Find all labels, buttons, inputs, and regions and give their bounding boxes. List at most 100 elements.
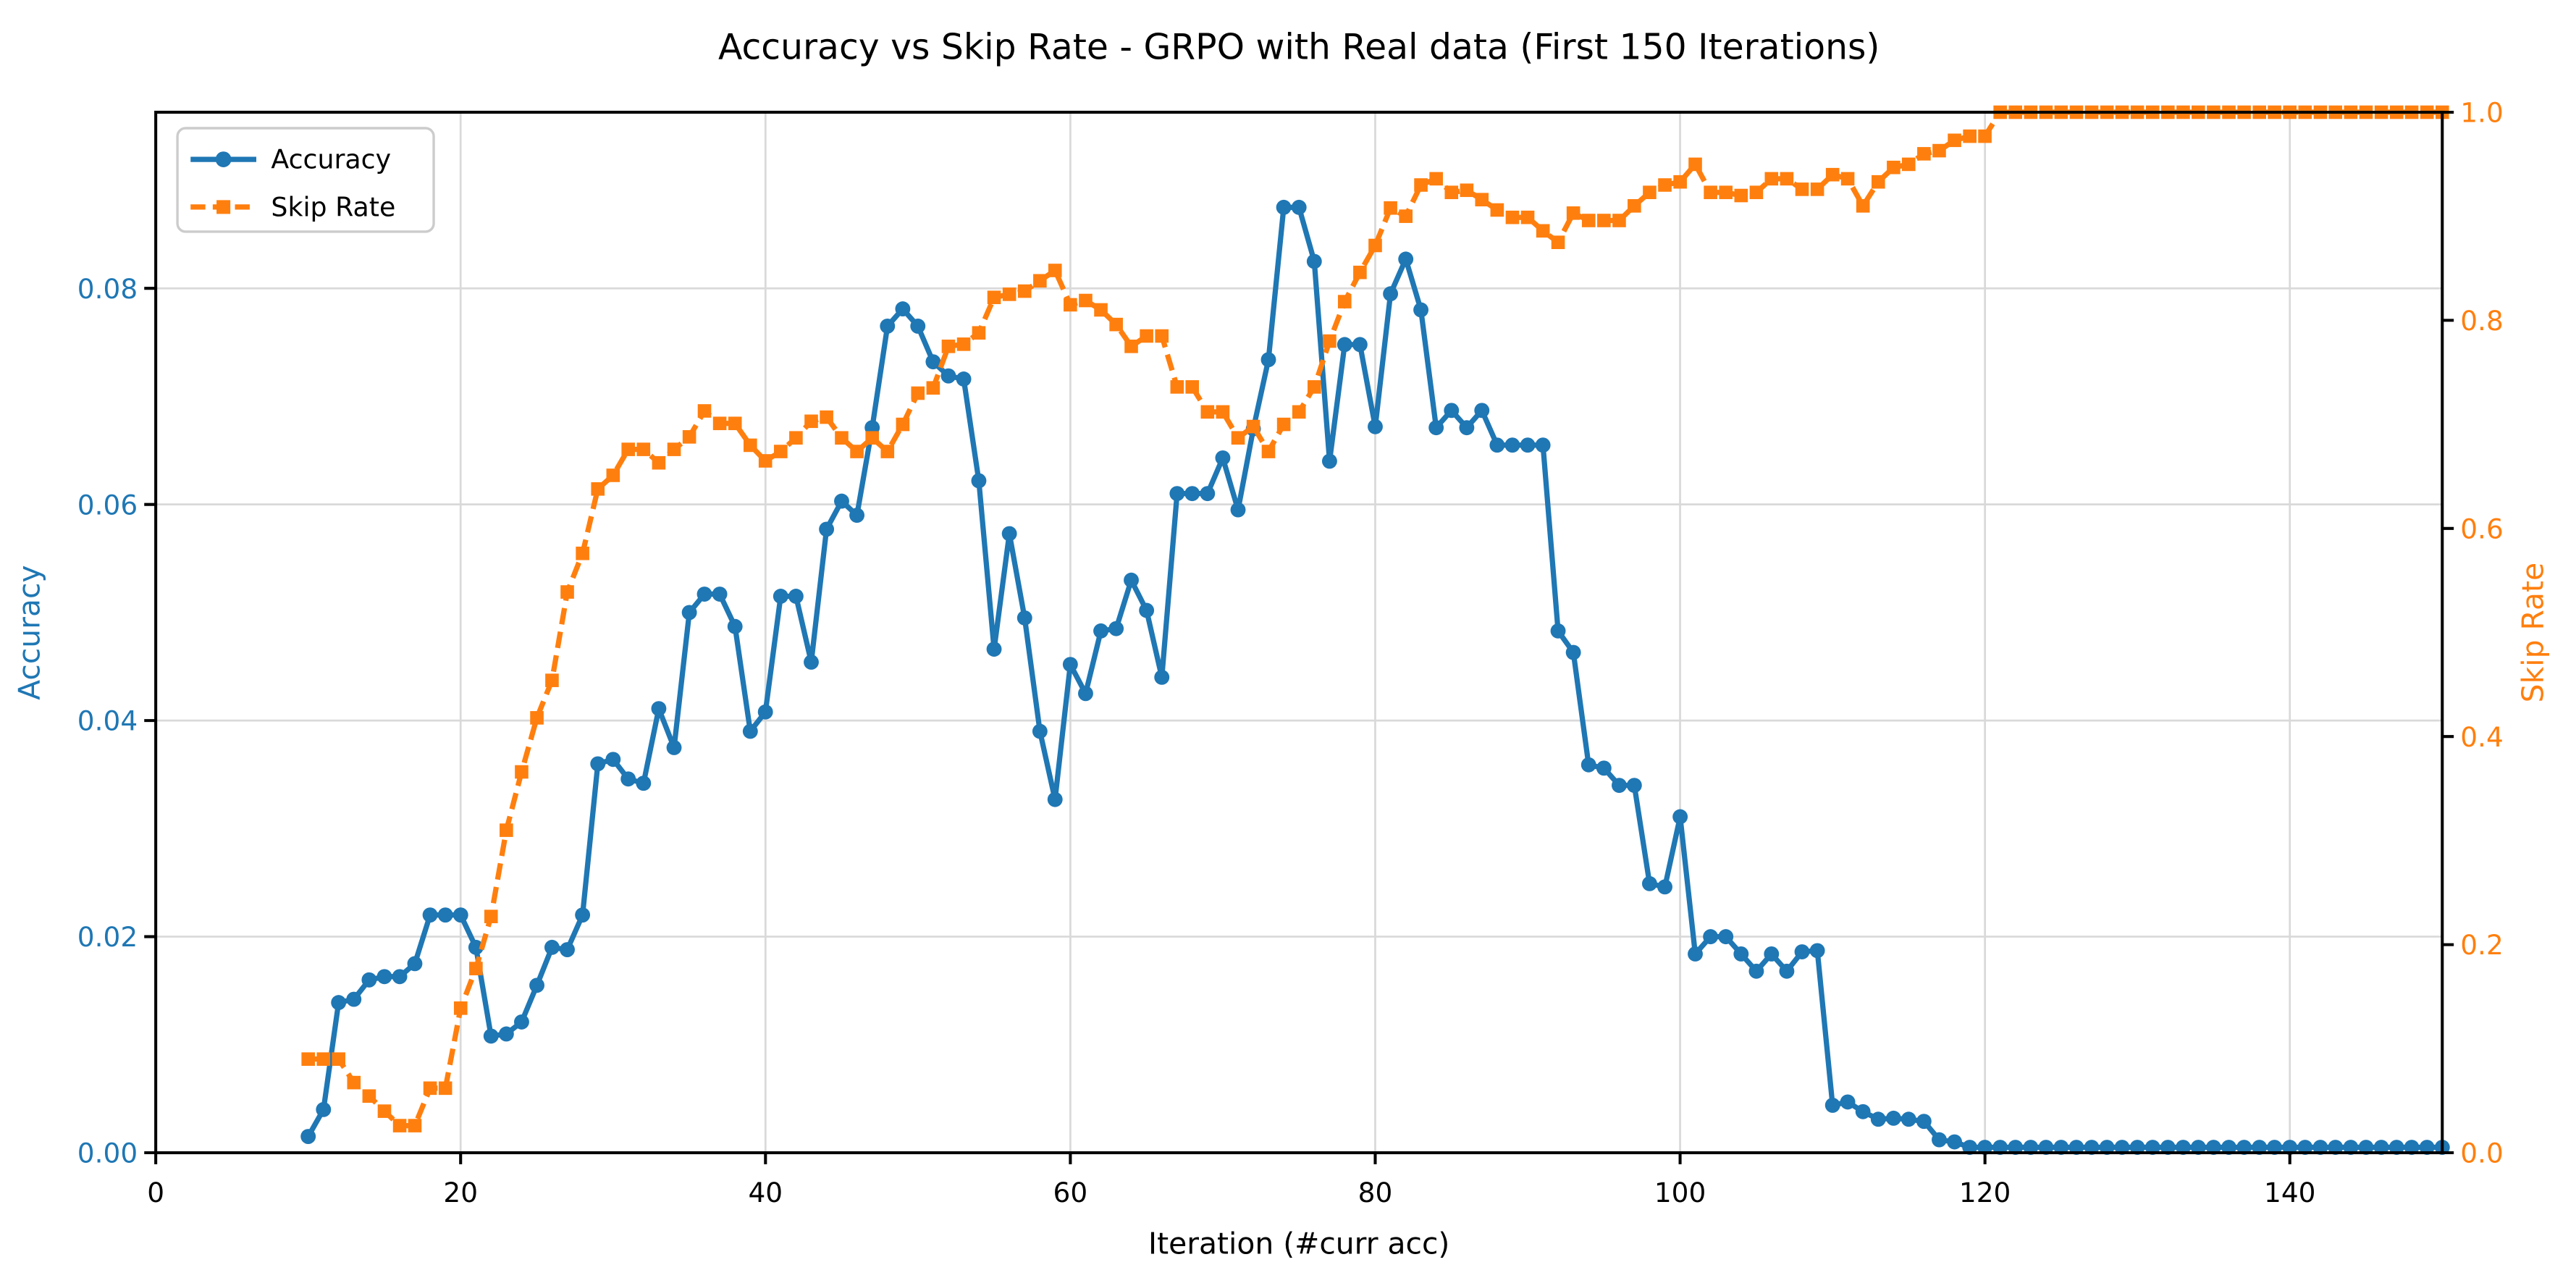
accuracy-marker	[1824, 1097, 1840, 1113]
skip-rate-marker	[728, 416, 742, 431]
accuracy-marker	[1504, 437, 1520, 453]
skip-rate-marker	[1490, 203, 1504, 217]
y-tick-label-right: 1.0	[2460, 97, 2504, 129]
accuracy-marker	[1901, 1111, 1916, 1127]
accuracy-marker	[2236, 1140, 2252, 1155]
skip-rate-marker	[332, 1052, 345, 1066]
legend-skip-rate-label: Skip Rate	[271, 191, 395, 222]
skip-rate-marker	[712, 416, 727, 431]
accuracy-marker	[1657, 879, 1672, 895]
accuracy-marker	[1596, 760, 1612, 776]
accuracy-marker	[1550, 623, 1566, 639]
skip-rate-marker	[1017, 284, 1032, 298]
accuracy-marker	[1672, 809, 1688, 825]
skip-rate-marker	[850, 445, 864, 458]
accuracy-marker	[804, 655, 819, 670]
accuracy-marker	[422, 907, 438, 923]
accuracy-marker	[2129, 1140, 2145, 1155]
skip-rate-marker	[835, 431, 849, 445]
skip-rate-marker	[1155, 329, 1169, 343]
skip-rate-marker	[773, 445, 788, 458]
accuracy-marker	[331, 995, 347, 1011]
plot-border	[154, 110, 2444, 1155]
accuracy-marker	[498, 1026, 514, 1042]
skip-rate-marker	[682, 430, 696, 444]
skip-rate-marker	[911, 386, 925, 400]
skip-rate-marker	[896, 417, 910, 432]
accuracy-marker	[2176, 1140, 2191, 1155]
skip-rate-marker	[697, 404, 712, 418]
accuracy-marker	[1062, 657, 1078, 673]
accuracy-marker	[880, 318, 896, 334]
accuracy-marker	[1078, 686, 1093, 702]
accuracy-marker	[1321, 453, 1337, 469]
skip-rate-marker	[820, 410, 833, 424]
accuracy-marker	[1520, 437, 1536, 453]
accuracy-marker	[1337, 337, 1352, 353]
x-axis-label: Iteration (#curr acc)	[1148, 1226, 1449, 1261]
skip-rate-marker	[1170, 380, 1184, 394]
skip-rate-marker	[362, 1089, 376, 1103]
accuracy-marker	[956, 371, 972, 387]
skip-rate-marker	[1460, 183, 1474, 198]
accuracy-marker	[2221, 1140, 2236, 1155]
accuracy-marker	[529, 978, 544, 993]
accuracy-marker	[1444, 403, 1460, 419]
skip-rate-marker	[1871, 175, 1885, 189]
skip-rate-marker	[758, 454, 773, 468]
skip-rate-marker	[789, 431, 803, 445]
accuracy-marker	[895, 301, 911, 317]
x-tick-label: 80	[1358, 1177, 1393, 1208]
skip-rate-marker	[926, 381, 940, 395]
accuracy-marker	[2205, 1140, 2221, 1155]
accuracy-marker	[544, 939, 560, 955]
skip-rate-marker	[1978, 129, 1992, 143]
skip-rate-marker	[652, 455, 666, 470]
skip-rate-marker	[1887, 160, 1901, 175]
accuracy-marker	[1855, 1103, 1871, 1119]
skip-rate-marker	[621, 442, 636, 456]
accuracy-marker	[1809, 943, 1825, 959]
y-tick-label-left: 0.00	[77, 1138, 138, 1169]
accuracy-marker	[1764, 946, 1780, 962]
accuracy-marker	[1718, 929, 1734, 945]
y-axis-label-right: Skip Rate	[2516, 563, 2551, 702]
skip-rate-marker	[1337, 295, 1352, 308]
legend-accuracy-label: Accuracy	[271, 144, 391, 175]
skip-rate-marker	[865, 431, 879, 445]
skip-rate-marker	[1810, 182, 1824, 196]
accuracy-marker	[1398, 251, 1414, 267]
y-axis-label-left: Accuracy	[12, 565, 46, 699]
accuracy-marker	[620, 771, 636, 787]
skip-rate-marker	[1064, 298, 1077, 312]
accuracy-marker	[1489, 437, 1505, 453]
skip-rate-marker	[1185, 380, 1200, 394]
skip-rate-marker	[1140, 329, 1153, 343]
skip-rate-marker	[1414, 178, 1428, 192]
accuracy-marker	[1779, 963, 1795, 979]
accuracy-marker	[483, 1028, 499, 1044]
y-tick-label-right: 0.0	[2460, 1138, 2504, 1169]
accuracy-marker	[666, 740, 682, 755]
accuracy-marker	[407, 956, 423, 972]
accuracy-marker	[1612, 778, 1627, 794]
x-tick-label: 20	[443, 1177, 478, 1208]
skip-rate-marker	[530, 711, 544, 725]
accuracy-marker	[1794, 944, 1810, 959]
skip-rate-marker	[1948, 133, 1961, 148]
skip-rate-marker	[1780, 172, 1794, 186]
skip-rate-marker	[972, 326, 986, 340]
accuracy-marker	[1368, 419, 1383, 434]
accuracy-marker	[742, 723, 758, 739]
skip-rate-marker	[392, 1119, 407, 1132]
accuracy-marker	[1870, 1111, 1886, 1127]
accuracy-marker	[971, 473, 987, 489]
accuracy-marker	[1535, 437, 1551, 453]
x-tick-label: 60	[1053, 1177, 1088, 1208]
accuracy-marker	[1383, 286, 1399, 302]
accuracy-marker	[2404, 1140, 2420, 1155]
accuracy-marker	[300, 1129, 316, 1144]
accuracy-marker	[437, 907, 453, 923]
skip-rate-marker	[1323, 334, 1337, 348]
skip-rate-marker	[1856, 199, 1870, 213]
